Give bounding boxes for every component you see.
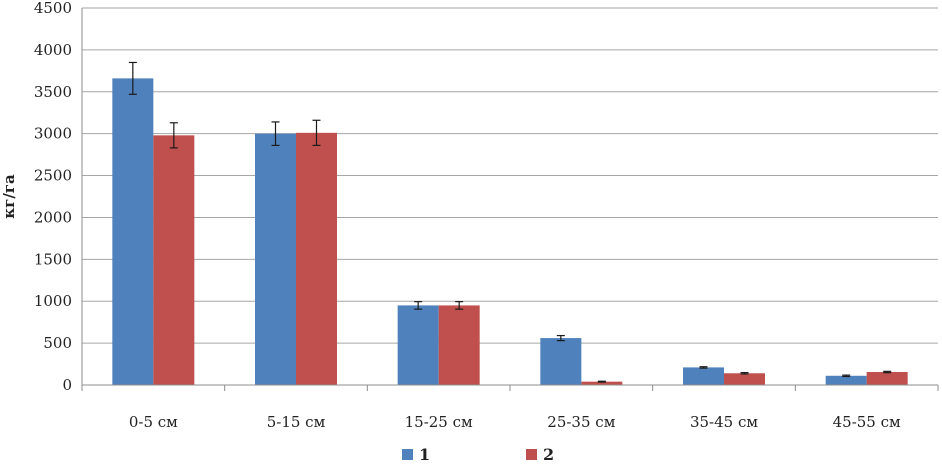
y-tick-label: 1500 (34, 250, 72, 268)
x-category-label: 25-35 см (547, 413, 615, 431)
legend-label-2: 2 (543, 445, 554, 464)
bar-series-1 (540, 338, 582, 385)
bar-series-2 (581, 381, 623, 385)
x-category-label: 15-25 см (405, 413, 473, 431)
y-tick-label: 2500 (34, 167, 72, 185)
y-tick-label: 500 (43, 334, 72, 352)
bar-series-1 (825, 375, 867, 385)
x-category-label: 45-55 см (833, 413, 901, 431)
bar-series-1 (683, 367, 724, 385)
y-tick-label: 0 (62, 376, 72, 394)
bar-series-2 (438, 305, 480, 385)
bar-series-1 (255, 133, 296, 385)
y-tick-label: 2000 (34, 208, 72, 226)
bar-series-2 (296, 132, 337, 385)
legend-label-1: 1 (419, 445, 430, 464)
y-tick-label: 1000 (34, 292, 72, 310)
legend-swatch-2 (526, 449, 537, 460)
y-tick-labels: 0 500 1000 1500 2000 2500 3000 3500 4000 4500 (34, 0, 72, 394)
y-tick-label: 3500 (34, 83, 72, 101)
x-category-label: 35-45 см (690, 413, 758, 431)
bar-series-1 (397, 305, 439, 385)
bar-series-2 (153, 135, 195, 385)
bar-series-1 (112, 78, 154, 385)
error-bars (128, 61, 892, 383)
legend-swatch-1 (402, 449, 413, 460)
y-axis-title: кг/га (0, 174, 18, 219)
grid-lines (82, 7, 938, 344)
y-tick-label: 4500 (34, 0, 72, 17)
y-tick-label: 3000 (34, 125, 72, 143)
bar-series-2 (866, 372, 908, 385)
y-tick-label: 4000 (34, 41, 72, 59)
axes (81, 8, 939, 391)
x-category-label: 0-5 см (129, 413, 178, 431)
x-category-label: 5-15 см (267, 413, 326, 431)
bars (112, 78, 908, 385)
x-category-labels: 0-5 см 5-15 см 15-25 см 25-35 см 35-45 см 45-… (129, 413, 901, 431)
bar-series-2 (724, 373, 765, 385)
